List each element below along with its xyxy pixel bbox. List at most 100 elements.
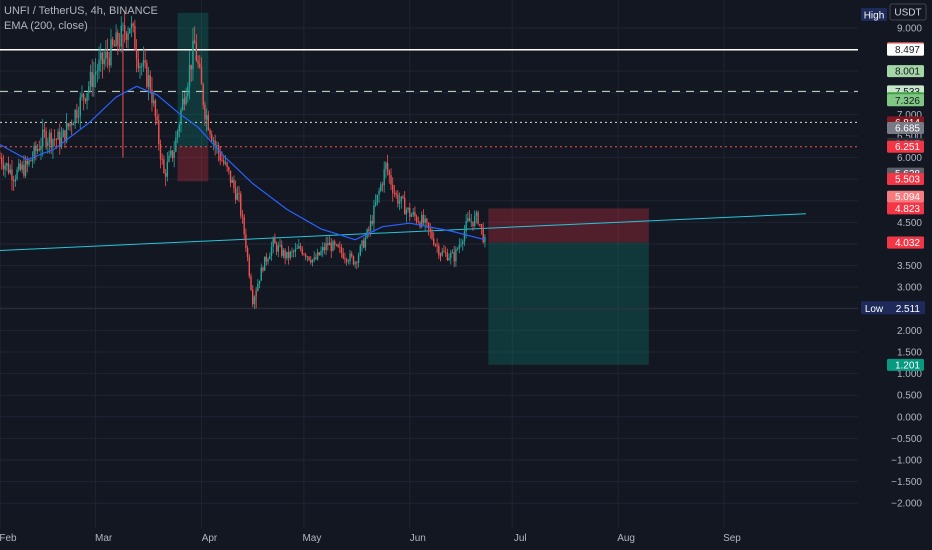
ema-indicator-label[interactable]: EMA (200, close): [4, 20, 88, 32]
y-axis-tick-label: 9.000: [897, 23, 922, 34]
position-stop-zone[interactable]: [177, 146, 209, 182]
candle-body: [260, 267, 262, 281]
position-stop-zone[interactable]: [488, 208, 649, 243]
candle-body: [125, 33, 128, 41]
candle-body: [1, 157, 3, 165]
candle-body: [390, 175, 392, 185]
candle-body: [221, 160, 223, 162]
price-tag[interactable]: [887, 140, 924, 153]
candle-body: [463, 231, 466, 242]
x-axis-tick-label: Aug: [617, 533, 635, 544]
candle-body: [359, 245, 361, 256]
candle-body: [86, 92, 88, 102]
candle-body: [475, 212, 478, 216]
candle-body: [386, 162, 389, 172]
x-axis-tick-label: May: [302, 533, 321, 544]
candle-body: [21, 164, 23, 170]
candle-body: [328, 242, 331, 246]
candle-body: [59, 131, 61, 147]
trend-line[interactable]: [0, 213, 806, 251]
price-tag-label: 4.823: [895, 204, 920, 215]
candle-body: [48, 132, 51, 143]
candle-body: [304, 254, 307, 257]
candle-body: [197, 60, 199, 64]
currency-button[interactable]: [889, 3, 927, 21]
candle-body: [229, 170, 232, 183]
candle-body: [443, 251, 445, 253]
candle-body: [72, 123, 75, 126]
candle-body: [224, 162, 227, 164]
candle-body: [211, 134, 213, 141]
candle-body: [310, 260, 312, 263]
candle-body: [337, 244, 339, 247]
candle-body: [427, 222, 430, 229]
candle-body: [385, 162, 387, 170]
candle-body: [424, 218, 426, 223]
candle-body: [233, 179, 235, 188]
candle-body: [282, 250, 285, 256]
ema-200-line[interactable]: [0, 85, 486, 241]
price-tag[interactable]: [887, 94, 924, 107]
candle-body: [253, 296, 256, 305]
candle-body: [349, 253, 351, 262]
price-tag[interactable]: [887, 65, 924, 78]
candle-body: [36, 148, 39, 152]
candle-body: [171, 150, 174, 158]
candle-body: [477, 212, 479, 225]
candle-body: [134, 25, 136, 51]
candle-body: [472, 221, 474, 227]
candle-body: [14, 179, 17, 182]
candle-body: [122, 25, 124, 26]
candle-body: [18, 163, 20, 170]
candle-body: [130, 23, 133, 29]
candle-body: [451, 252, 454, 254]
candle-body: [207, 115, 210, 131]
position-target-zone[interactable]: [488, 242, 649, 365]
candle-body: [33, 145, 35, 159]
candle-body: [105, 51, 107, 59]
candle-body: [216, 145, 218, 146]
price-tag[interactable]: [887, 121, 924, 134]
candle-body: [354, 262, 356, 265]
candle-body: [84, 98, 87, 102]
y-axis-tick-label: 7.000: [897, 110, 922, 121]
candle-body: [361, 240, 363, 246]
high-marker: [861, 8, 887, 21]
price-tag[interactable]: [887, 358, 924, 371]
candle-body: [450, 253, 452, 259]
candle-body: [373, 205, 375, 224]
candle-body: [205, 115, 208, 120]
candle-body: [482, 227, 484, 243]
candle-body: [193, 40, 196, 44]
price-tag[interactable]: [887, 190, 924, 203]
candle-body: [467, 218, 469, 221]
candle-body: [274, 238, 276, 244]
candle-body: [381, 184, 384, 186]
candle-body: [458, 244, 461, 249]
price-tag[interactable]: [887, 202, 924, 215]
y-axis-tick-label: 6.000: [897, 153, 922, 164]
price-tag[interactable]: [887, 43, 924, 56]
candle-body: [243, 216, 245, 235]
candle-body: [356, 262, 358, 264]
candle-body: [28, 160, 30, 165]
candle-body: [286, 251, 288, 259]
price-tag[interactable]: [887, 236, 924, 249]
candle-body: [422, 214, 425, 223]
candle-body: [123, 25, 126, 34]
candle-body: [352, 256, 355, 265]
candle-body: [414, 212, 416, 217]
candle-body: [468, 218, 471, 222]
candle-body: [421, 214, 423, 227]
candle-body: [137, 59, 140, 68]
candle-body: [204, 104, 206, 120]
price-tag[interactable]: [887, 173, 924, 186]
candle-body: [135, 50, 138, 60]
candle-body: [241, 215, 244, 217]
candle-body: [380, 184, 382, 191]
candle-body: [115, 32, 117, 47]
candle-body: [388, 171, 391, 176]
candle-body: [0, 157, 1, 159]
candle-body: [289, 251, 291, 258]
